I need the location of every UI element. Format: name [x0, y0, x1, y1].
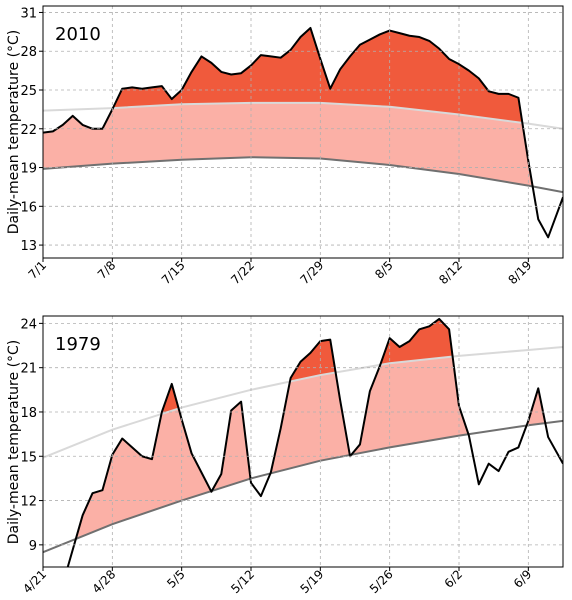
between-fill	[270, 372, 350, 474]
y-tick-label: 22	[20, 123, 37, 138]
temperature-line	[66, 317, 563, 567]
panel-1979: Daily-mean temperature (°C) 9 12 15 18 21 24 4…	[6, 315, 564, 596]
x-tick-label: 8/5	[372, 258, 396, 282]
plot-frame	[42, 315, 564, 568]
above-fill	[161, 383, 179, 414]
x-tick-label: 4/28	[89, 567, 118, 596]
x-tick-label: 6/2	[442, 567, 466, 591]
x-tick-label: 4/21	[20, 567, 49, 596]
y-tick-label: 25	[20, 84, 37, 99]
x-tick-label: 5/26	[367, 567, 396, 596]
panel-title-2010: 2010	[55, 24, 101, 45]
upper-band-line	[43, 346, 563, 459]
y-tick-label: 19	[20, 162, 37, 177]
y-tick-label: 24	[20, 317, 37, 332]
y-tick-label: 12	[20, 495, 37, 510]
x-tick-label: 5/5	[164, 567, 188, 591]
panel-title-1979: 1979	[55, 334, 101, 355]
x-tick-label: 7/15	[159, 258, 188, 287]
y-axis-label-2010: Daily-mean temperature (°C)	[6, 30, 22, 235]
x-tick-label: 8/19	[505, 258, 534, 287]
y-tick-label: 16	[20, 200, 37, 215]
above-fill	[290, 339, 336, 382]
plot-frame	[42, 5, 564, 259]
x-tick-label: 5/12	[228, 567, 257, 596]
above-fill	[380, 318, 453, 365]
y-tick-label: 28	[20, 45, 37, 60]
x-tick-label: 7/8	[95, 258, 119, 282]
y-tick-label: 9	[29, 539, 37, 554]
y-tick-label: 15	[20, 450, 37, 465]
x-tick-label: 7/22	[228, 258, 257, 287]
between-fill	[526, 388, 546, 426]
above-fill	[113, 27, 522, 123]
y-tick-label: 31	[20, 6, 37, 21]
between-fill	[351, 356, 469, 455]
between-fill	[211, 401, 251, 491]
between-fill	[43, 102, 533, 187]
y-tick-label: 18	[20, 406, 37, 421]
y-axis-label-1979: Daily-mean temperature (°C)	[6, 340, 22, 545]
x-tick-label: 6/9	[511, 567, 535, 591]
panel-2010: Daily-mean temperature (°C) 13 16 19 22 25 28…	[6, 5, 564, 287]
y-tick-label: 21	[20, 362, 37, 377]
x-tick-label: 5/19	[297, 567, 326, 596]
y-tick-label: 13	[20, 239, 37, 254]
between-fill	[76, 408, 211, 539]
x-tick-label: 8/12	[436, 258, 465, 287]
x-tick-label: 7/1	[26, 258, 50, 282]
temperature-line	[43, 26, 563, 239]
x-tick-label: 7/29	[297, 258, 326, 287]
